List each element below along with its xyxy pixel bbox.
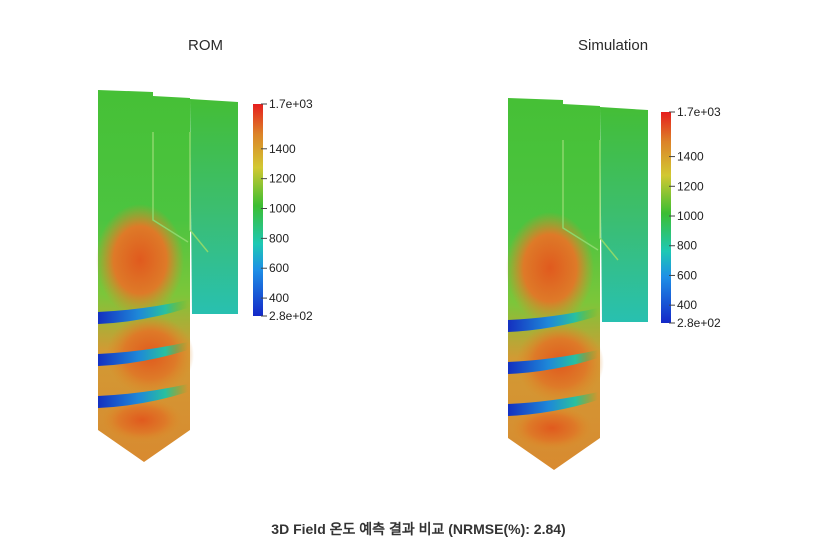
baffle [599, 140, 619, 261]
hot-zone [102, 398, 182, 442]
hot-zone [96, 204, 184, 316]
burner-jet [98, 300, 188, 324]
colorbar-tick-label: 800 [269, 231, 289, 245]
burner-jet [98, 384, 188, 408]
colorbar-min-label: 2.8e+02 [677, 316, 721, 330]
colorbar-max-label: 1.7e+03 [677, 105, 721, 119]
hot-zone [506, 212, 594, 324]
colorbar-tick-label: 1200 [269, 172, 296, 186]
colorbar-tick-label: 1200 [677, 179, 704, 193]
burner-jet [508, 392, 598, 416]
colorbar-tick-label: 800 [677, 239, 697, 253]
hot-zone [512, 406, 592, 450]
colorbar-tick-label: 600 [269, 261, 289, 275]
simulation-panel: Simulation 1.7e+03 400 600 800 1000 1200 1400 2… [418, 0, 836, 500]
colorbar-max-label: 1.7e+03 [269, 97, 313, 111]
rom-title: ROM [188, 37, 223, 54]
furnace-field [96, 90, 238, 462]
rom-chart: 1.7e+03 400 600 800 1000 1200 1400 2.8e+02 [96, 90, 313, 462]
colorbar-tick-label: 600 [677, 268, 697, 282]
baffle [562, 140, 599, 251]
simulation-chart: 1.7e+03 400 600 800 1000 1200 1400 2.8e+02 [506, 98, 721, 470]
colorbar-tick-label: 400 [269, 291, 289, 305]
colorbar [253, 104, 263, 316]
simulation-title: Simulation [578, 37, 649, 54]
burner-jet [508, 350, 598, 374]
colorbar [661, 112, 671, 323]
colorbar-tick-label: 400 [677, 298, 697, 312]
colorbar-tick-label: 1400 [269, 142, 296, 156]
rom-panel: ROM 1.7e+03 400 600 800 1000 1200 1400 2.8e+02 [0, 0, 418, 500]
rear-duct [600, 107, 648, 322]
figure-caption: 3D Field 온도 예측 결과 비교 (NRMSE(%): 2.84) [271, 521, 566, 537]
colorbar-min-label: 2.8e+02 [269, 309, 313, 323]
colorbar-tick-label: 1400 [677, 150, 704, 164]
burner-jet [508, 308, 598, 332]
burner-jet [98, 342, 188, 366]
baffle [152, 132, 189, 243]
furnace-field [506, 98, 648, 470]
colorbar-tick-label: 1000 [269, 202, 296, 216]
baffle [189, 132, 209, 253]
colorbar-tick-label: 1000 [677, 209, 704, 223]
rear-duct [190, 99, 238, 314]
